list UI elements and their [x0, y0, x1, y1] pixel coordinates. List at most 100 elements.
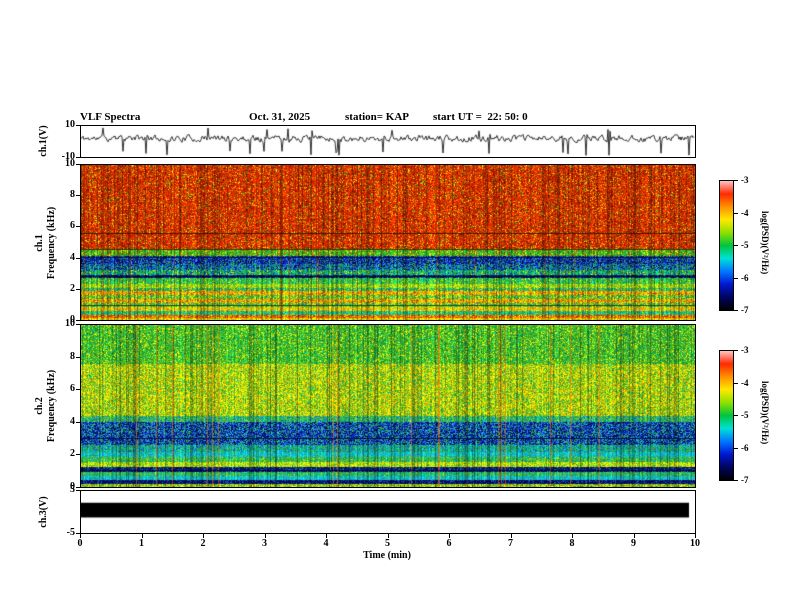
x-tick-label: 5 — [385, 538, 390, 549]
x-tick-label: 6 — [446, 538, 452, 549]
ch1-voltage-axis-label: ch.1(V) — [38, 125, 49, 157]
ch3-waveform-panel — [80, 490, 696, 534]
colorbar-tick-label: -3 — [741, 175, 749, 185]
colorbar-ch1 — [719, 180, 734, 311]
y-tick-mark — [76, 288, 80, 290]
x-tick-mark — [387, 534, 389, 538]
ch1-spec-channel-label: ch.1 — [34, 234, 45, 252]
x-tick-mark — [510, 534, 512, 538]
y-tick-mark — [76, 257, 80, 259]
y-tick-mark — [76, 533, 80, 534]
colorbar-tick-label: -6 — [741, 272, 749, 283]
y-tick-label: 10 — [65, 158, 75, 169]
x-tick-label: 9 — [631, 538, 636, 549]
colorbar-tick-mark — [734, 245, 738, 246]
colorbar-tick-mark — [734, 277, 738, 279]
colorbar-tick-label: -3 — [741, 345, 749, 355]
y-tick-label: 8 — [70, 350, 75, 362]
y-tick-label: -5 — [66, 527, 75, 538]
y-tick-label: 6 — [70, 220, 75, 232]
y-tick-label: 0 — [70, 314, 75, 325]
y-tick-mark — [76, 324, 80, 325]
figure-title: VLF Spectra — [80, 111, 141, 123]
y-tick-mark — [76, 421, 80, 423]
ch1-waveform-panel — [80, 125, 696, 158]
colorbar-tick-mark — [734, 350, 738, 351]
colorbar-tick-label: -6 — [741, 442, 749, 453]
colorbar-tick-mark — [734, 382, 738, 384]
x-tick-mark — [141, 534, 143, 538]
colorbar-ch2-label: log(PSD)(V²/Hz) — [760, 381, 770, 445]
colorbar-ch1-label: log(PSD)(V²/Hz) — [760, 211, 770, 275]
colorbar-tick-mark — [734, 310, 738, 311]
y-tick-mark — [76, 454, 80, 456]
y-tick-mark — [76, 490, 80, 491]
x-tick-mark — [80, 534, 81, 538]
ch2-spectrogram-panel — [80, 324, 696, 488]
y-tick-label: 4 — [70, 415, 75, 427]
colorbar-ch1-gradient — [720, 181, 733, 310]
y-tick-label: 6 — [70, 383, 75, 395]
colorbar-ch2-gradient — [720, 351, 733, 480]
y-tick-mark — [76, 164, 80, 165]
y-tick-mark — [76, 320, 80, 321]
x-tick-mark — [572, 534, 573, 538]
colorbar-tick-mark — [734, 212, 738, 214]
x-tick-mark — [326, 534, 327, 538]
ch2-spec-frequency-label: Frequency (kHz) — [46, 369, 57, 443]
y-tick-label: -10 — [61, 151, 75, 162]
colorbar-tick-mark — [734, 447, 738, 449]
colorbar-tick-label: -4 — [741, 207, 749, 218]
colorbar-tick-label: -7 — [741, 475, 749, 485]
x-tick-label: 2 — [200, 538, 206, 549]
y-tick-mark — [76, 157, 80, 158]
x-tick-label: 0 — [77, 538, 83, 549]
colorbar-tick-mark — [734, 480, 738, 481]
x-tick-mark — [449, 534, 450, 538]
colorbar-tick-label: -4 — [741, 377, 749, 388]
ch1-spec-frequency-label: Frequency (kHz) — [46, 206, 57, 280]
y-tick-mark — [76, 389, 80, 391]
colorbar-ch2 — [719, 350, 734, 481]
colorbar-tick-label: -5 — [741, 240, 749, 250]
y-tick-mark — [76, 226, 80, 228]
y-tick-label: 10 — [65, 119, 75, 130]
ch3-voltage-axis-label: ch.3(V) — [38, 496, 49, 528]
x-tick-label: 4 — [323, 538, 329, 549]
colorbar-tick-label: -7 — [741, 305, 749, 315]
ch1-waveform-canvas — [81, 126, 695, 157]
ch2-spectrogram-canvas — [81, 325, 695, 487]
x-tick-label: 10 — [690, 538, 700, 549]
colorbar-tick-mark — [734, 180, 738, 181]
date-label: Oct. 31, 2025 — [249, 111, 311, 123]
x-tick-label: 8 — [569, 538, 575, 549]
y-tick-mark — [76, 487, 80, 488]
y-tick-label: 5 — [70, 484, 75, 495]
y-tick-mark — [76, 195, 80, 197]
y-tick-label: 10 — [65, 318, 75, 329]
y-tick-label: 4 — [70, 251, 75, 263]
ch2-spec-channel-label: ch.2 — [34, 397, 45, 415]
x-tick-label: 3 — [262, 538, 267, 549]
y-tick-mark — [76, 356, 80, 358]
x-tick-label: 7 — [508, 538, 513, 549]
x-tick-label: 1 — [139, 538, 144, 549]
y-tick-label: 8 — [70, 189, 75, 201]
x-axis-label: Time (min) — [363, 550, 411, 561]
start-ut-label: start UT = 22: 50: 0 — [433, 111, 528, 123]
x-tick-mark — [203, 534, 204, 538]
y-tick-label: 2 — [70, 282, 75, 294]
ch3-waveform-canvas — [81, 491, 695, 533]
colorbar-tick-label: -5 — [741, 410, 749, 420]
y-tick-mark — [76, 125, 80, 126]
y-tick-label: 0 — [70, 481, 75, 492]
y-tick-label: 2 — [70, 448, 75, 460]
ch1-spectrogram-panel — [80, 164, 696, 321]
x-tick-mark — [695, 534, 696, 538]
colorbar-tick-mark — [734, 415, 738, 416]
station-label: station= KAP — [345, 111, 410, 123]
x-tick-mark — [264, 534, 266, 538]
x-tick-mark — [633, 534, 635, 538]
ch1-spectrogram-canvas — [81, 165, 695, 320]
